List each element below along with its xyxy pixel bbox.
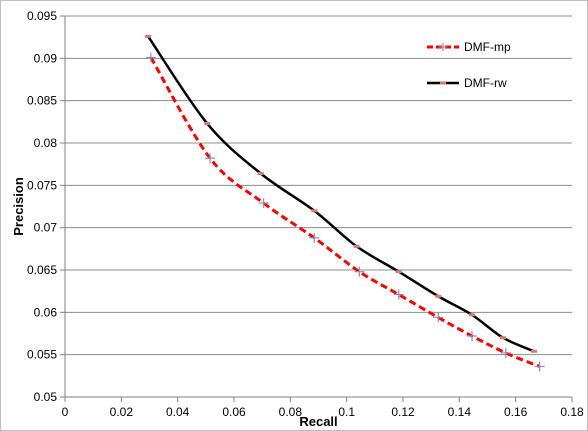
data-point-dmf-mp: [309, 232, 320, 243]
x-tick-label: 0: [62, 405, 69, 419]
y-tick-label: 0.07: [34, 221, 58, 235]
y-tick-label: 0.05: [34, 390, 58, 404]
axes-layer: 0.05 0.055 0.06 0.065 0.07 0.075 0.08 0.085 0.09…: [27, 9, 584, 419]
data-point-dmf-mp: [205, 153, 216, 164]
series-dmf-rw: [145, 34, 537, 353]
x-tick-label: 0.14: [448, 405, 472, 419]
legend-item-dmf-rw: DMF-rw: [427, 76, 507, 90]
data-point-dmf-rw: [353, 244, 360, 248]
legend-label-dmf-mp: DMF-mp: [464, 40, 511, 54]
legend-label-dmf-rw: DMF-rw: [464, 76, 507, 90]
x-tick-label: 0.02: [110, 405, 134, 419]
y-tick-label: 0.065: [27, 263, 57, 277]
data-point-dmf-rw: [395, 270, 402, 274]
y-tick-label: 0.085: [27, 94, 57, 108]
data-point-dmf-rw: [499, 336, 506, 340]
x-tick-label: 0.06: [222, 405, 246, 419]
data-point-dmf-rw: [145, 34, 152, 38]
series-layer: [145, 34, 545, 372]
x-tick-label: 0.12: [391, 405, 415, 419]
series-line-dmf-rw: [147, 35, 535, 353]
data-point-dmf-rw: [469, 313, 476, 317]
data-point-dmf-mp: [145, 52, 156, 63]
y-tick-label: 0.075: [27, 178, 57, 192]
data-point-dmf-rw: [435, 294, 442, 298]
legend-item-dmf-mp: DMF-mp: [427, 40, 511, 54]
x-tick-label: 0.16: [504, 405, 528, 419]
y-tick-label: 0.095: [27, 9, 57, 23]
data-point-dmf-mp: [534, 361, 545, 372]
series-line-dmf-mp: [149, 56, 541, 368]
y-tick-label: 0.055: [27, 348, 57, 362]
x-tick-label: 0.1: [338, 405, 355, 419]
data-point-dmf-mp: [258, 198, 269, 209]
data-point-dmf-mp: [500, 347, 511, 358]
legend-marker: [440, 81, 446, 85]
data-point-dmf-mp: [354, 266, 365, 277]
y-tick-label: 0.06: [34, 305, 58, 319]
y-tick-label: 0.09: [34, 51, 58, 65]
series-dmf-mp: [145, 52, 545, 372]
x-tick-label: 0.04: [166, 405, 190, 419]
data-point-dmf-rw: [204, 122, 211, 126]
x-tick-label: 0.18: [560, 405, 584, 419]
data-point-dmf-rw: [311, 209, 318, 213]
data-point-dmf-mp: [467, 331, 478, 342]
data-point-dmf-mp: [393, 289, 404, 300]
legend: DMF-mp DMF-rw: [427, 40, 511, 90]
x-tick-label: 0.08: [279, 405, 303, 419]
x-axis-title: Recall: [299, 414, 337, 429]
data-point-dmf-mp: [433, 312, 444, 323]
y-tick-label: 0.08: [34, 136, 58, 150]
data-point-dmf-rw: [257, 171, 264, 175]
data-point-dmf-rw: [530, 349, 537, 353]
y-axis-title: Precision: [11, 177, 26, 236]
grid-layer: [65, 15, 572, 356]
